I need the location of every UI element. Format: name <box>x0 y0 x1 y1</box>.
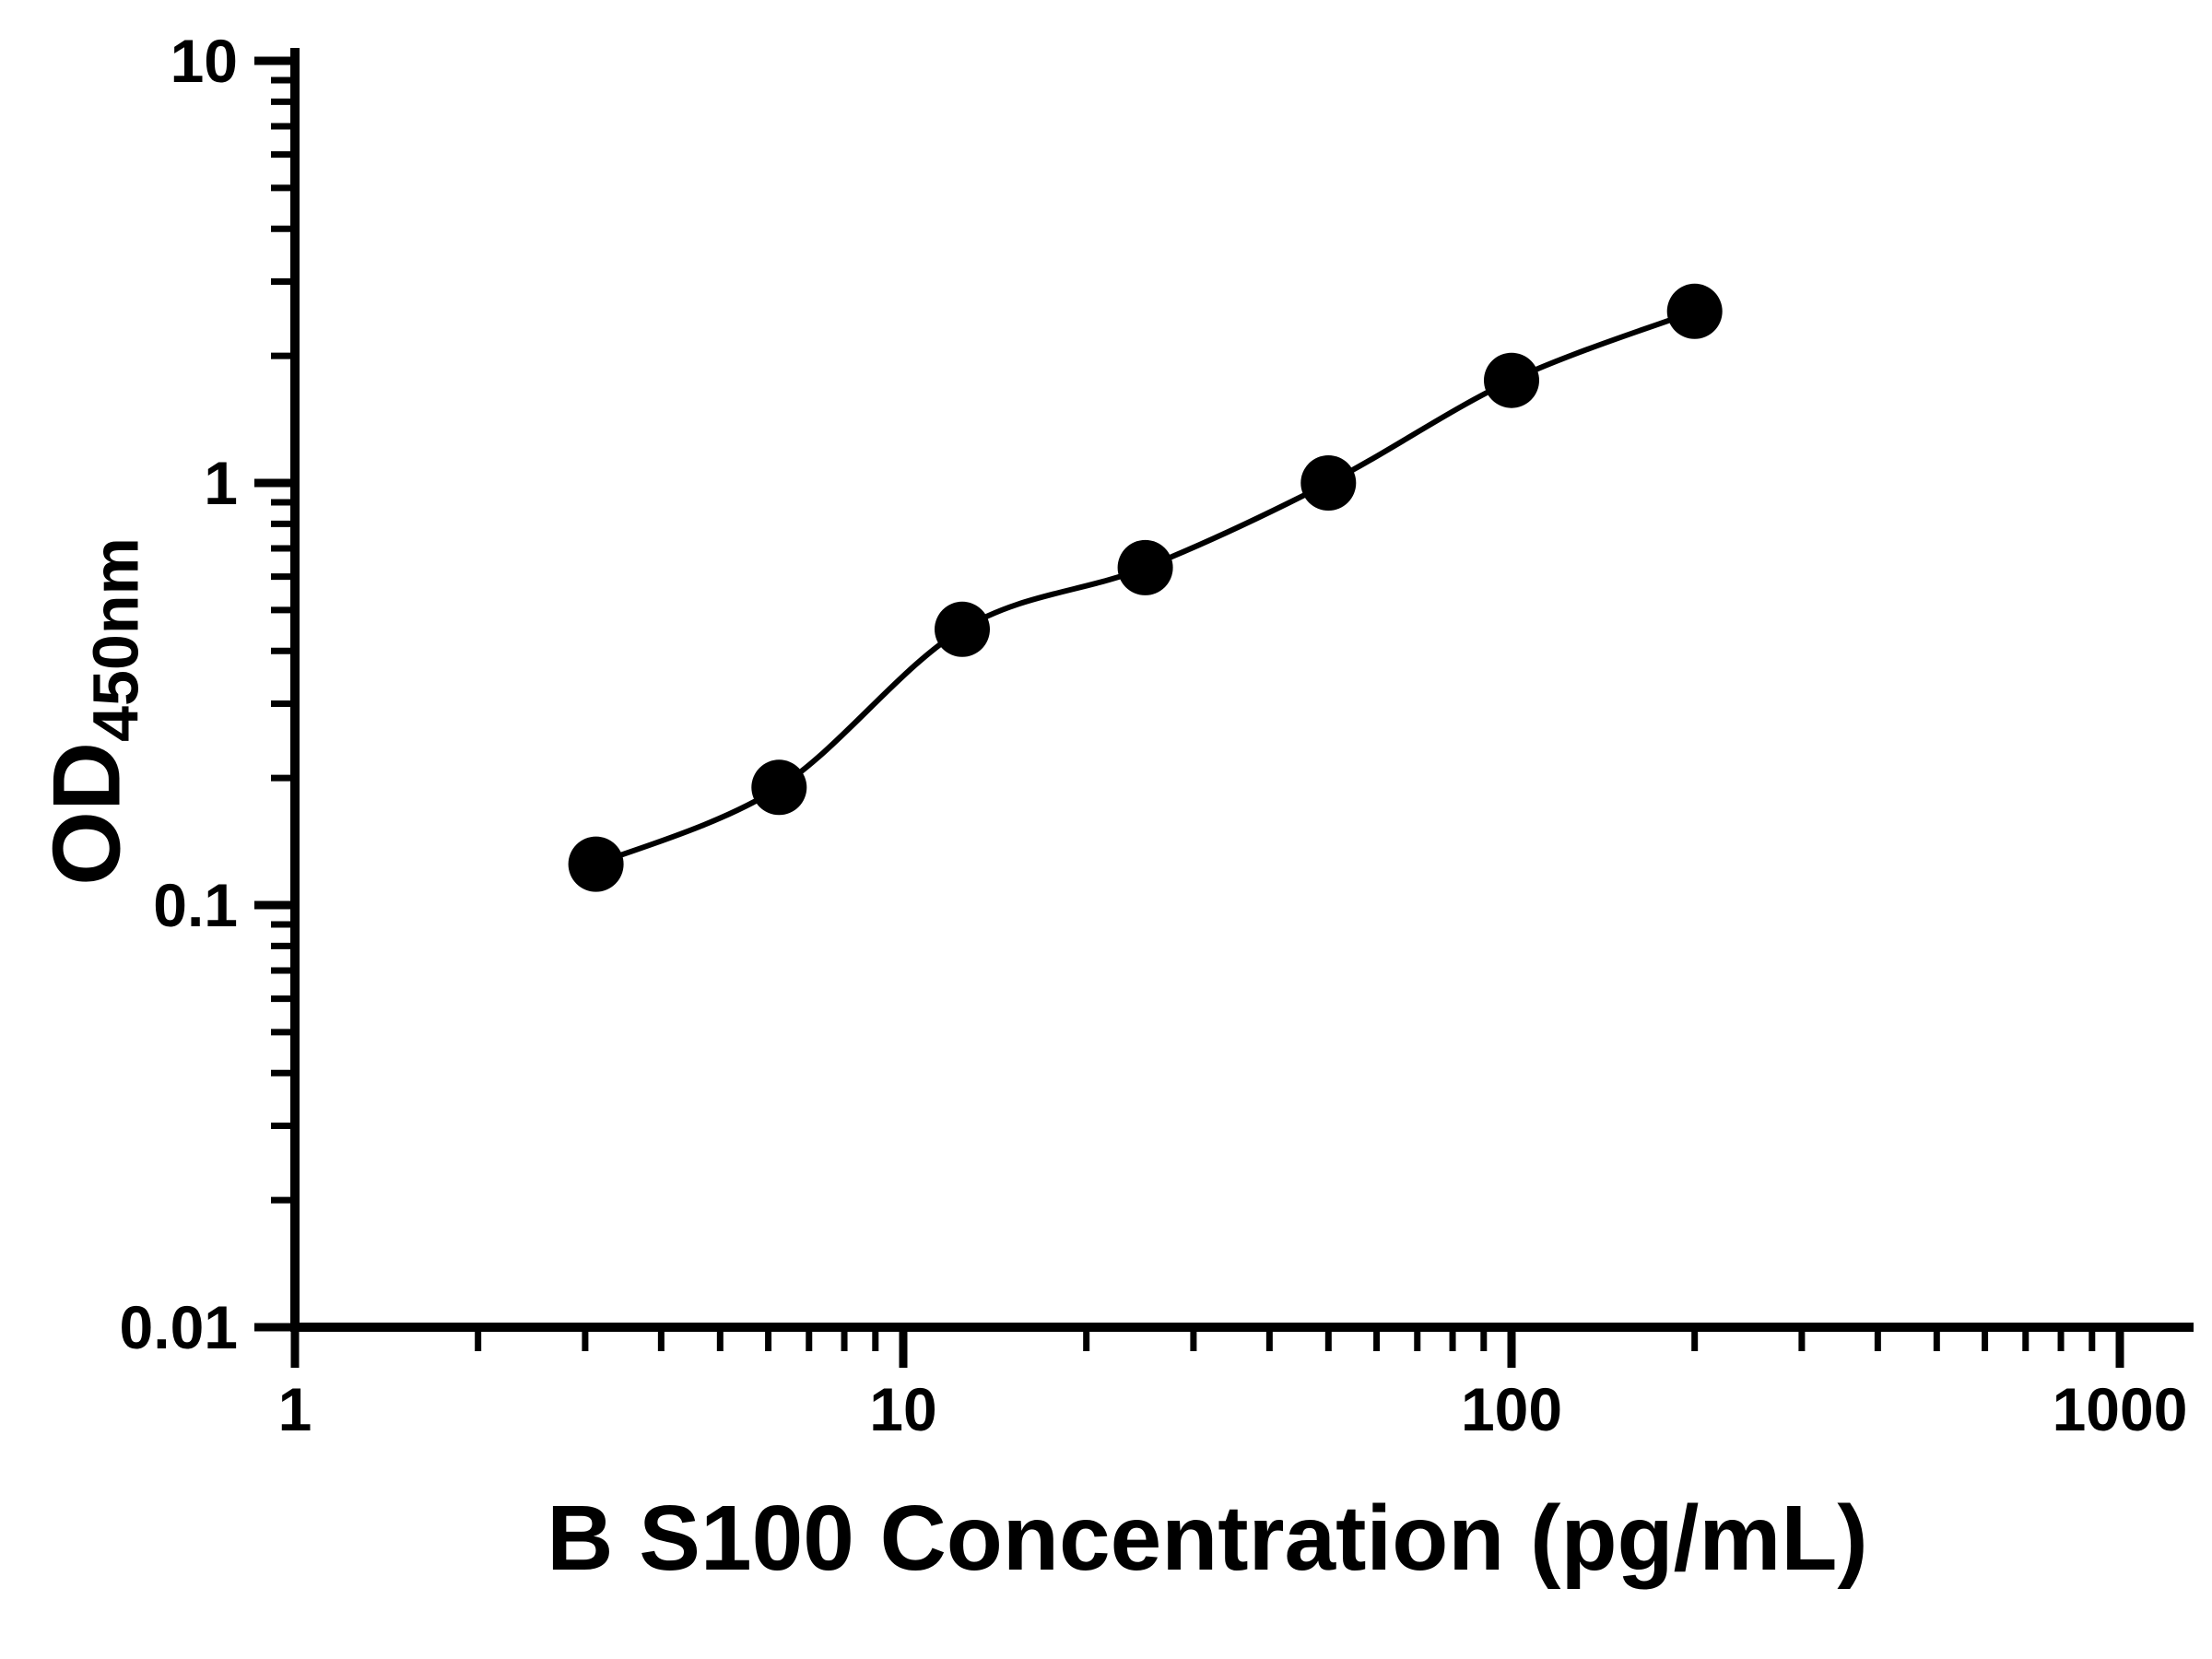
y-tick-label: 10 <box>171 27 238 95</box>
data-point <box>935 601 990 657</box>
data-point <box>1117 539 1173 595</box>
x-tick-label: 100 <box>1461 1375 1562 1443</box>
x-axis-title: B S100 Concentration (pg/mL) <box>547 1487 1868 1590</box>
axis-lines <box>290 48 2194 1332</box>
data-point <box>568 836 624 892</box>
y-axis-title-text: OD <box>33 741 141 886</box>
data-point <box>1666 283 1723 339</box>
x-tick-label: 1 <box>278 1375 312 1443</box>
y-axis-title-subscript: 450nm <box>79 537 152 742</box>
y-tick-label: 1 <box>204 449 238 517</box>
x-tick-label: 1000 <box>2053 1375 2188 1443</box>
x-tick-label: 10 <box>869 1375 936 1443</box>
y-axis-title: OD450nm <box>33 537 152 886</box>
y-tick-label: 0.1 <box>153 871 238 939</box>
data-point <box>751 759 807 816</box>
data-point <box>1484 352 1539 408</box>
y-tick-label: 0.01 <box>120 1293 238 1361</box>
data-point <box>1300 455 1357 511</box>
